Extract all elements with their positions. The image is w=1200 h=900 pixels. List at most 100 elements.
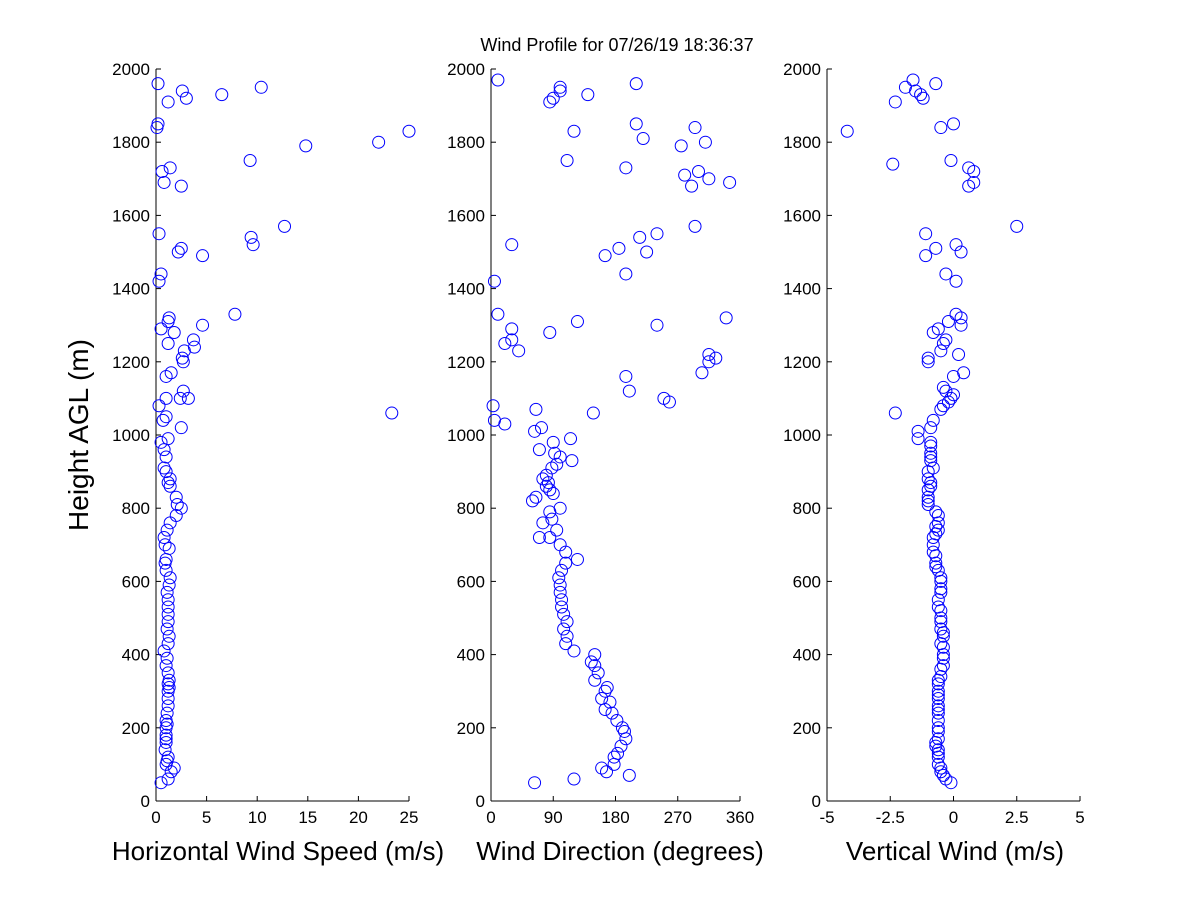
data-point	[154, 267, 168, 281]
data-point	[160, 651, 174, 665]
data-point	[555, 593, 569, 607]
data-point	[934, 571, 948, 585]
data-point	[174, 501, 188, 515]
data-point	[160, 585, 174, 599]
y-tick-label: 1600	[783, 206, 821, 225]
data-point	[931, 703, 945, 716]
x-tick-label: 270	[664, 808, 692, 827]
data-point	[952, 347, 966, 361]
data-point	[159, 465, 173, 479]
data-point	[570, 315, 584, 329]
data-point	[944, 391, 958, 405]
data-point	[402, 124, 416, 138]
data-points	[150, 77, 416, 790]
y-tick-label: 400	[122, 646, 150, 665]
data-point	[931, 713, 945, 727]
data-point	[560, 629, 574, 643]
data-point	[505, 238, 519, 252]
data-point	[934, 670, 948, 684]
data-point	[947, 388, 960, 402]
data-point	[545, 512, 559, 526]
data-point	[911, 432, 925, 446]
data-point	[906, 73, 920, 87]
data-point	[486, 399, 500, 413]
data-point	[171, 245, 185, 259]
data-point	[924, 450, 938, 464]
data-point	[161, 593, 175, 607]
data-point	[553, 80, 567, 94]
data-point	[163, 472, 177, 486]
x-tick-label: -5	[819, 808, 834, 827]
x-tick-label: 25	[400, 808, 419, 827]
data-point	[622, 768, 636, 782]
data-point	[567, 644, 581, 658]
data-point	[157, 644, 171, 658]
data-point	[924, 421, 938, 435]
data-point	[929, 77, 943, 91]
data-point	[588, 673, 602, 687]
data-point	[926, 545, 940, 559]
data-point	[931, 677, 945, 691]
data-point	[921, 483, 935, 497]
data-point	[498, 417, 512, 431]
data-point	[372, 135, 386, 149]
x-tick-label: 0	[486, 808, 495, 827]
data-point	[688, 219, 702, 233]
data-point	[949, 307, 963, 321]
data-point	[161, 607, 175, 621]
data-point	[512, 344, 526, 358]
data-point	[157, 461, 171, 475]
data-point	[949, 274, 963, 288]
data-point	[591, 666, 605, 680]
data-point	[929, 241, 943, 255]
data-point	[164, 366, 178, 380]
data-point	[160, 706, 174, 720]
figure-title: Wind Profile for 07/26/19 18:36:37	[480, 35, 753, 55]
x-tick-label: 5	[202, 808, 211, 827]
y-tick-label: 1200	[112, 353, 150, 372]
data-point	[567, 772, 581, 786]
data-point	[674, 139, 688, 153]
data-point	[536, 516, 550, 530]
data-point	[159, 728, 173, 742]
data-point	[934, 637, 948, 651]
y-tick-label: 1400	[783, 280, 821, 299]
data-point	[163, 161, 177, 175]
y-tick-label: 1800	[112, 133, 150, 152]
y-tick-label: 0	[141, 792, 150, 811]
data-point	[159, 450, 173, 464]
data-point	[702, 347, 716, 361]
y-tick-label: 1200	[447, 353, 485, 372]
data-point	[491, 307, 505, 321]
y-tick-label: 400	[793, 646, 821, 665]
data-point	[543, 326, 557, 340]
x-axis-label: Wind Direction (degrees)	[476, 836, 764, 866]
data-point	[553, 84, 567, 98]
data-point	[931, 699, 945, 713]
data-point	[159, 732, 173, 746]
data-point	[921, 351, 935, 365]
data-point	[607, 757, 621, 771]
data-points	[840, 73, 1024, 790]
data-point	[175, 84, 189, 98]
data-point	[888, 406, 902, 420]
data-point	[595, 692, 609, 706]
data-point	[603, 695, 617, 709]
data-point	[215, 88, 229, 102]
data-point	[584, 655, 598, 669]
data-point	[926, 413, 940, 427]
data-point	[586, 406, 600, 420]
x-tick-label: 0	[151, 808, 160, 827]
data-point	[957, 366, 971, 380]
x-axis-label: Horizontal Wind Speed (m/s)	[112, 836, 444, 866]
data-point	[186, 333, 200, 347]
x-tick-label: 20	[349, 808, 368, 827]
data-point	[196, 249, 210, 263]
data-point	[553, 501, 567, 515]
data-point	[505, 322, 519, 336]
data-point	[161, 615, 175, 629]
x-tick-label: 180	[601, 808, 629, 827]
data-point	[161, 750, 175, 764]
data-point	[931, 743, 945, 757]
data-point	[911, 424, 925, 438]
